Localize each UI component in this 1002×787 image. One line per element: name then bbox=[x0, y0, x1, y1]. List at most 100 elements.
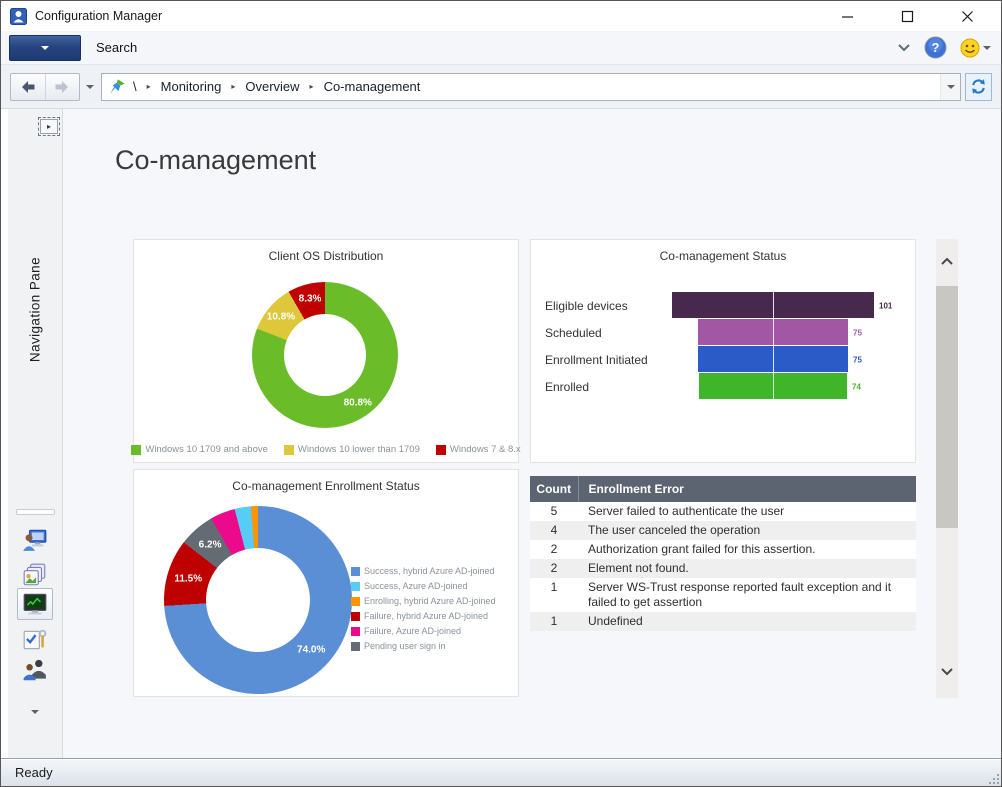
breadcrumb-item[interactable]: Co-management bbox=[323, 79, 421, 94]
breadcrumb-item[interactable]: \ bbox=[133, 79, 137, 94]
workspace-splitter-handle[interactable] bbox=[16, 509, 55, 515]
breadcrumb-item[interactable]: Overview bbox=[245, 79, 300, 94]
scroll-down-button[interactable] bbox=[936, 663, 958, 679]
breadcrumb: \ ▸ Monitoring ▸ Overview ▸ Co-management bbox=[133, 79, 940, 94]
resize-grip[interactable] bbox=[997, 782, 999, 784]
legend-swatch-icon bbox=[131, 444, 142, 455]
cell-enrollment-error: Element not found. bbox=[588, 561, 689, 575]
breadcrumb-separator-icon: ▸ bbox=[146, 82, 151, 91]
enrollment-error-table: Count Enrollment Error 5 Server failed to… bbox=[530, 476, 916, 631]
pie-data-label: 8.3% bbox=[298, 293, 322, 305]
software-library-icon bbox=[23, 563, 46, 586]
history-dropdown-caret[interactable] bbox=[86, 84, 94, 89]
status-text: Ready bbox=[15, 765, 53, 780]
monitoring-icon bbox=[23, 593, 47, 615]
column-header-count: Count bbox=[530, 476, 578, 502]
cell-count: 1 bbox=[550, 614, 558, 628]
legend-label: Success, Azure AD-joined bbox=[364, 581, 468, 591]
close-button[interactable] bbox=[959, 8, 975, 24]
window-title: Configuration Manager bbox=[35, 9, 163, 23]
help-icon[interactable]: ? bbox=[924, 36, 947, 59]
smiley-icon bbox=[960, 38, 980, 57]
workspace-options-caret[interactable] bbox=[31, 701, 39, 719]
table-header-row: Count Enrollment Error bbox=[530, 476, 916, 502]
funnel-value-label: 75 bbox=[853, 328, 862, 337]
feedback-button[interactable] bbox=[960, 38, 991, 58]
cell-enrollment-error: Server WS-Trust response reported fault … bbox=[588, 580, 892, 609]
breadcrumb-separator-icon: ▸ bbox=[309, 82, 314, 91]
legend-swatch-icon bbox=[283, 444, 294, 455]
panel-client-os-distribution: Client OS Distribution 80.8% 10.8% 8.3% Wi… bbox=[131, 239, 521, 463]
workspace-software-library[interactable] bbox=[20, 561, 50, 589]
caret-down-icon bbox=[31, 710, 39, 714]
legend-item: Windows 7 & 8.x bbox=[435, 444, 521, 455]
chart-title: Client OS Distribution bbox=[268, 249, 384, 263]
pie-data-label: 10.8% bbox=[266, 311, 296, 323]
address-dropdown-button[interactable] bbox=[940, 73, 960, 100]
legend-item: Success, Azure AD-joined bbox=[351, 581, 496, 591]
forward-arrow-icon bbox=[55, 80, 69, 93]
administration-icon bbox=[23, 629, 47, 650]
scrollbar-thumb[interactable] bbox=[936, 286, 958, 528]
client-os-donut-chart[interactable]: 80.8% 10.8% 8.3% bbox=[252, 282, 398, 428]
workspace-monitoring[interactable] bbox=[17, 588, 53, 620]
chevron-up-icon bbox=[941, 257, 953, 265]
close-icon bbox=[961, 10, 973, 22]
address-bar-row: \ ▸ Monitoring ▸ Overview ▸ Co-management bbox=[1, 65, 1001, 109]
maximize-icon bbox=[901, 10, 913, 22]
workspace-assets-and-compliance[interactable] bbox=[20, 526, 50, 554]
title-bar: Configuration Manager bbox=[1, 1, 1001, 31]
dashboard-area: Co-management Client OS Distribution 80.… bbox=[63, 109, 1001, 758]
legend-swatch-icon bbox=[351, 641, 360, 651]
forward-button[interactable] bbox=[44, 73, 80, 100]
cell-count: 2 bbox=[550, 561, 558, 575]
maximize-button[interactable] bbox=[899, 8, 915, 24]
enrollment-status-donut-chart[interactable]: 74.0% 11.5% 6.2% bbox=[164, 506, 352, 694]
funnel-category-label: Enrolled bbox=[545, 379, 590, 394]
breadcrumb-item[interactable]: Monitoring bbox=[160, 79, 222, 94]
address-box[interactable]: \ ▸ Monitoring ▸ Overview ▸ Co-management bbox=[101, 72, 961, 101]
workspace-administration[interactable] bbox=[20, 626, 50, 654]
legend-item: Failure, Azure AD-joined bbox=[351, 626, 496, 636]
feedback-caret-icon bbox=[983, 45, 991, 50]
chart-legend: Windows 10 1709 and above Windows 10 lowe… bbox=[131, 444, 521, 455]
scroll-up-button[interactable] bbox=[936, 253, 958, 269]
cell-enrollment-error: The user canceled the operation bbox=[588, 523, 761, 537]
cell-count: 1 bbox=[550, 580, 558, 594]
chart-title: Co-management Status bbox=[659, 249, 787, 263]
app-logo-icon bbox=[10, 7, 27, 25]
table-row: 2 Element not found. bbox=[530, 559, 916, 578]
minimize-button[interactable] bbox=[839, 8, 855, 24]
legend-label: Windows 10 1709 and above bbox=[145, 444, 268, 455]
ribbon-bar: Search ? bbox=[1, 31, 1001, 65]
legend-item: Windows 10 1709 and above bbox=[131, 444, 268, 455]
table-row: 2 Authorization grant failed for this ass… bbox=[530, 540, 916, 559]
pie-data-label: 11.5% bbox=[174, 573, 203, 585]
funnel-value-label: 101 bbox=[879, 301, 893, 310]
vertical-scrollbar[interactable] bbox=[936, 239, 958, 698]
app-menu-caret-icon bbox=[41, 46, 49, 50]
tab-search[interactable]: Search bbox=[96, 40, 138, 55]
co-management-funnel-chart[interactable]: 101 75 75 74 bbox=[661, 292, 892, 400]
legend-item: Pending user sign in bbox=[351, 641, 496, 651]
legend-label: Success, hybrid Azure AD-joined bbox=[364, 566, 495, 576]
back-button[interactable] bbox=[11, 74, 45, 100]
table-row: 1 Undefined bbox=[530, 612, 916, 631]
table-row: 1 Server WS-Trust response reported fault… bbox=[530, 578, 916, 612]
legend-swatch-icon bbox=[351, 611, 360, 621]
app-menu-button[interactable] bbox=[9, 35, 81, 61]
community-icon bbox=[23, 659, 46, 681]
pie-data-label: 74.0% bbox=[297, 644, 326, 656]
expand-navigation-button[interactable]: ▸ bbox=[38, 117, 60, 136]
refresh-button[interactable] bbox=[965, 72, 992, 101]
legend-item: Windows 10 lower than 1709 bbox=[283, 444, 420, 455]
workspace-community[interactable] bbox=[20, 656, 50, 684]
legend-swatch-icon bbox=[435, 444, 446, 455]
window-body: ▸ Navigation Pane bbox=[1, 109, 1001, 758]
funnel-category-label: Eligible devices bbox=[545, 298, 628, 313]
breadcrumb-separator-icon: ▸ bbox=[231, 82, 236, 91]
navigation-pane-collapsed: ▸ Navigation Pane bbox=[8, 109, 63, 758]
collapse-ribbon-icon[interactable] bbox=[897, 43, 911, 52]
refresh-icon bbox=[972, 79, 985, 94]
